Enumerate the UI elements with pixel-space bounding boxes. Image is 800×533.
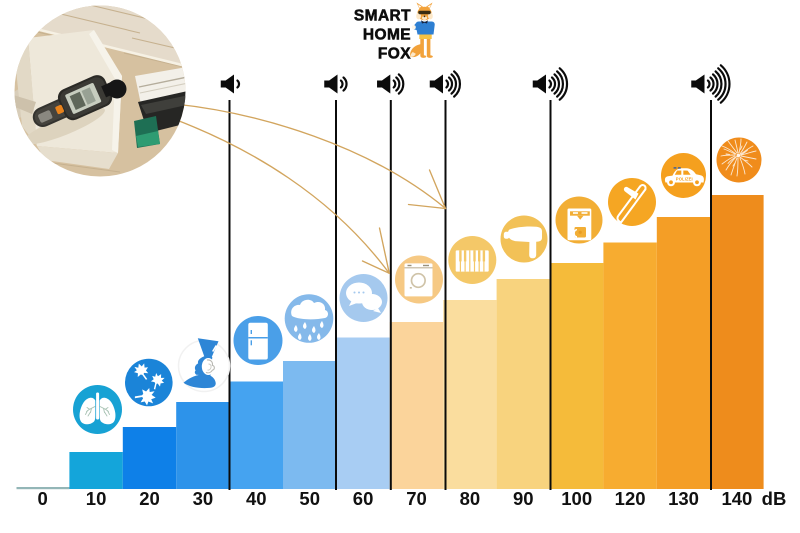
svg-text:130: 130 bbox=[668, 488, 699, 509]
svg-text:40: 40 bbox=[246, 488, 267, 509]
svg-text:HOME: HOME bbox=[363, 27, 411, 44]
svg-text:dB: dB bbox=[762, 488, 787, 509]
svg-text:70: 70 bbox=[406, 488, 427, 509]
svg-text:30: 30 bbox=[193, 488, 214, 509]
svg-text:100: 100 bbox=[561, 488, 592, 509]
svg-text:50: 50 bbox=[299, 488, 320, 509]
svg-text:POLIZEI: POLIZEI bbox=[676, 176, 693, 181]
svg-text:0: 0 bbox=[38, 488, 48, 509]
svg-text:120: 120 bbox=[615, 488, 646, 509]
svg-text:FOX: FOX bbox=[378, 46, 411, 63]
svg-text:10: 10 bbox=[86, 488, 107, 509]
svg-text:140: 140 bbox=[721, 488, 752, 509]
svg-text:20: 20 bbox=[139, 488, 160, 509]
svg-text:SMART: SMART bbox=[354, 8, 411, 25]
svg-text:90: 90 bbox=[513, 488, 534, 509]
svg-text:60: 60 bbox=[353, 488, 374, 509]
svg-text:80: 80 bbox=[460, 488, 481, 509]
